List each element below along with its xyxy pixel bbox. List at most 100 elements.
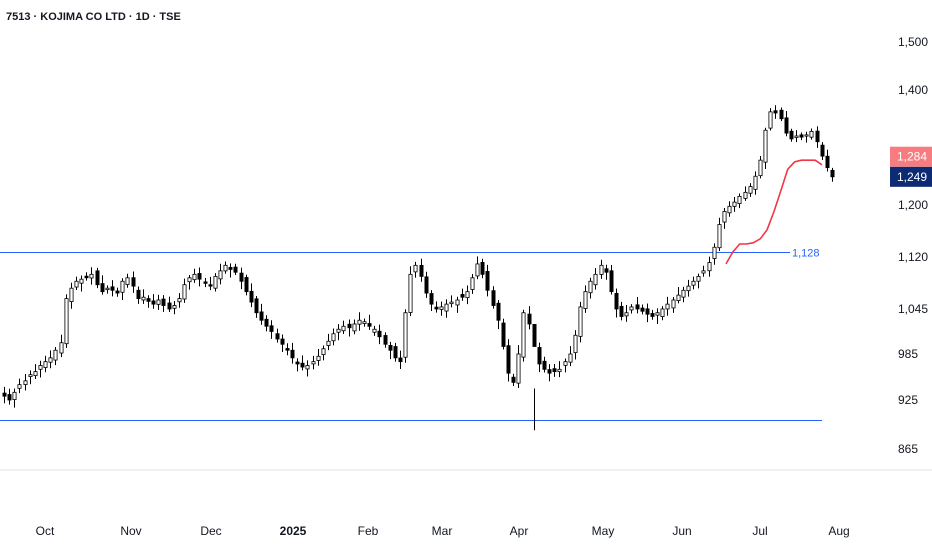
candle-down[interactable] [244, 277, 249, 293]
candle-up[interactable] [105, 287, 110, 291]
candle-down[interactable] [84, 275, 89, 279]
candle-up[interactable] [655, 312, 660, 316]
candle-up[interactable] [727, 205, 732, 214]
candle-down[interactable] [619, 305, 624, 317]
candle-up[interactable] [691, 280, 696, 286]
candle-up[interactable] [213, 276, 218, 289]
candle-down[interactable] [136, 289, 141, 300]
candle-up[interactable] [516, 353, 521, 384]
candle-up[interactable] [439, 306, 444, 310]
candle-up[interactable] [316, 355, 321, 361]
candle-down[interactable] [424, 276, 429, 294]
candle-down[interactable] [609, 270, 614, 293]
candle-up[interactable] [665, 303, 670, 310]
candle-down[interactable] [815, 130, 820, 143]
candle-up[interactable] [809, 130, 814, 138]
candle-up[interactable] [311, 361, 316, 365]
candle-down[interactable] [208, 284, 213, 287]
candle-down[interactable] [249, 290, 254, 303]
candle-down[interactable] [110, 286, 115, 291]
candle-up[interactable] [17, 384, 22, 389]
candle-up[interactable] [357, 319, 362, 325]
candle-up[interactable] [743, 191, 748, 199]
candle-down[interactable] [7, 394, 12, 401]
candle-up[interactable] [218, 270, 223, 280]
candle-up[interactable] [455, 299, 460, 306]
candle-down[interactable] [295, 361, 300, 365]
candle-up[interactable] [172, 305, 177, 309]
candle-up[interactable] [192, 273, 197, 281]
candle-up[interactable] [763, 129, 768, 163]
candle-up[interactable] [722, 211, 727, 223]
candle-up[interactable] [470, 277, 475, 290]
candle-up[interactable] [588, 280, 593, 294]
candle-down[interactable] [773, 110, 778, 114]
candle-down[interactable] [259, 311, 264, 321]
candle-down[interactable] [542, 360, 547, 370]
candle-up[interactable] [660, 308, 665, 318]
candle-down[interactable] [419, 264, 424, 277]
candle-up[interactable] [578, 306, 583, 337]
candle-down[interactable] [2, 392, 7, 397]
candle-up[interactable] [141, 296, 146, 301]
candle-down[interactable] [377, 330, 382, 338]
candle-down[interactable] [95, 270, 100, 286]
candle-down[interactable] [537, 347, 542, 365]
candle-down[interactable] [290, 349, 295, 359]
candle-up[interactable] [187, 277, 192, 283]
candle-down[interactable] [789, 130, 794, 140]
candle-down[interactable] [131, 277, 136, 287]
candle-up[interactable] [305, 365, 310, 370]
candle-up[interactable] [341, 325, 346, 332]
candle-down[interactable] [285, 348, 290, 351]
candle-up[interactable] [593, 273, 598, 286]
candle-up[interactable] [748, 186, 753, 194]
candle-down[interactable] [151, 300, 156, 305]
candle-down[interactable] [614, 292, 619, 310]
candle-down[interactable] [830, 169, 835, 178]
candle-up[interactable] [629, 306, 634, 311]
candle-up[interactable] [156, 299, 161, 305]
candle-down[interactable] [228, 267, 233, 270]
candle-up[interactable] [686, 285, 691, 292]
candle-up[interactable] [89, 273, 94, 279]
candle-up[interactable] [120, 280, 125, 293]
candle-up[interactable] [712, 246, 717, 259]
candle-down[interactable] [547, 369, 552, 374]
candle-down[interactable] [388, 345, 393, 351]
candle-down[interactable] [347, 323, 352, 329]
candle-down[interactable] [491, 290, 496, 306]
candle-up[interactable] [38, 365, 43, 370]
candle-up[interactable] [563, 361, 568, 366]
candle-down[interactable] [239, 272, 244, 282]
candle-up[interactable] [624, 312, 629, 317]
candle-down[interactable] [300, 362, 305, 368]
candle-up[interactable] [732, 201, 737, 207]
candle-up[interactable] [12, 391, 17, 401]
candle-up[interactable] [701, 270, 706, 274]
candle-down[interactable] [635, 304, 640, 310]
candle-up[interactable] [717, 224, 722, 249]
candle-up[interactable] [28, 374, 33, 377]
candle-up[interactable] [413, 264, 418, 273]
candle-up[interactable] [465, 291, 470, 299]
candle-down[interactable] [367, 323, 372, 327]
candle-up[interactable] [74, 280, 79, 288]
candle-down[interactable] [506, 345, 511, 374]
candle-up[interactable] [737, 195, 742, 205]
candle-up[interactable] [69, 287, 74, 303]
candle-down[interactable] [429, 293, 434, 305]
candle-down[interactable] [799, 134, 804, 138]
candle-up[interactable] [125, 277, 130, 285]
candle-up[interactable] [681, 289, 686, 298]
candle-up[interactable] [23, 380, 28, 385]
candle-down[interactable] [480, 261, 485, 275]
candle-down[interactable] [496, 302, 501, 321]
candle-up[interactable] [557, 368, 562, 373]
candle-up[interactable] [768, 111, 773, 129]
candle-down[interactable] [650, 313, 655, 317]
candle-up[interactable] [408, 273, 413, 313]
candle-down[interactable] [640, 307, 645, 312]
candle-up[interactable] [403, 312, 408, 358]
candle-down[interactable] [604, 268, 609, 273]
